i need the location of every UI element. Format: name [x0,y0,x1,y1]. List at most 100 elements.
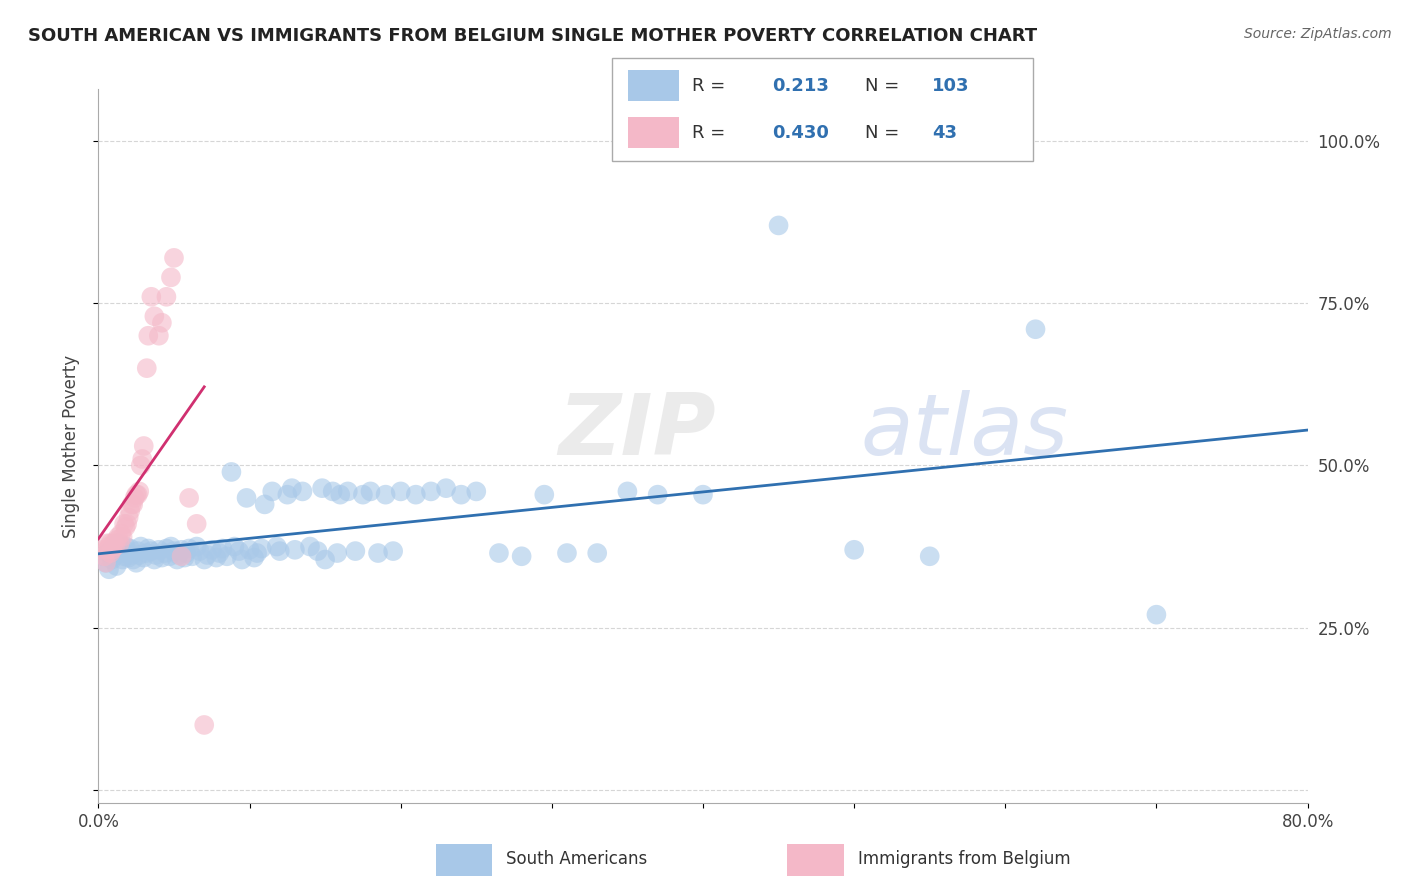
Point [115,544,138,558]
Point [129,540,152,554]
Point [1144,607,1167,622]
Point [352,488,374,502]
FancyBboxPatch shape [628,70,679,101]
Point [100,536,122,550]
Point [103,536,125,550]
Point [647,488,669,502]
Point [174,546,197,560]
Text: atlas: atlas [860,390,1069,474]
Point [170,542,193,557]
Point [141,290,163,304]
Point [326,546,349,560]
Point [173,550,195,565]
Point [269,544,291,558]
Text: N =: N = [865,77,898,95]
Point [107,536,129,550]
Point [150,316,173,330]
FancyBboxPatch shape [628,118,679,148]
Point [616,484,638,499]
Point [307,544,329,558]
Point [163,544,186,558]
Point [159,549,181,564]
Point [281,481,304,495]
Point [132,550,155,565]
FancyBboxPatch shape [436,844,492,876]
Point [405,488,427,502]
Point [121,548,143,562]
Point [243,550,266,565]
Point [314,552,336,566]
Point [186,516,208,531]
Point [128,484,150,499]
Point [96,542,118,557]
Point [167,548,190,562]
Point [253,497,276,511]
Point [143,310,166,324]
Point [136,328,159,343]
Point [215,549,238,564]
FancyBboxPatch shape [612,58,1033,161]
Point [170,549,193,564]
Point [250,541,273,556]
Point [128,548,150,562]
Point [336,484,359,499]
Point [112,549,135,564]
Point [104,540,127,554]
Point [329,488,352,502]
Point [186,540,208,554]
Text: R =: R = [692,124,725,142]
Point [284,542,307,557]
Point [382,544,405,558]
Point [360,484,382,499]
Point [104,540,127,554]
Point [96,546,118,560]
Point [389,484,412,499]
Text: South Americans: South Americans [506,849,647,868]
Point [94,556,117,570]
Point [111,530,134,544]
Point [179,541,201,556]
Point [114,520,136,534]
Text: R =: R = [692,77,725,95]
Point [114,540,136,554]
Point [107,530,129,544]
Point [450,488,472,502]
Point [510,549,533,564]
Point [91,542,114,557]
Point [110,526,132,541]
Point [91,549,114,564]
Point [98,562,121,576]
Point [150,550,173,565]
Text: SOUTH AMERICAN VS IMMIGRANTS FROM BELGIUM SINGLE MOTHER POVERTY CORRELATION CHAR: SOUTH AMERICAN VS IMMIGRANTS FROM BELGIU… [28,27,1038,45]
Text: 103: 103 [932,77,970,95]
Point [235,491,257,505]
Point [555,546,578,560]
Point [205,550,228,565]
Point [122,497,145,511]
Point [112,516,135,531]
Text: N =: N = [865,124,898,142]
Point [120,504,142,518]
Text: 43: 43 [932,124,957,142]
Point [124,491,146,505]
Point [121,497,143,511]
Point [125,556,148,570]
Point [111,552,134,566]
Point [108,546,131,560]
Point [228,544,250,558]
Point [100,546,122,560]
Point [105,559,128,574]
Point [434,481,457,495]
Point [155,290,177,304]
FancyBboxPatch shape [787,844,844,876]
Point [96,536,118,550]
Point [101,542,124,557]
Point [193,552,215,566]
Point [108,536,131,550]
Point [918,549,941,564]
Point [179,491,201,505]
Text: Immigrants from Belgium: Immigrants from Belgium [858,849,1070,868]
Point [100,542,122,557]
Text: 0.430: 0.430 [772,124,828,142]
Point [188,544,211,558]
